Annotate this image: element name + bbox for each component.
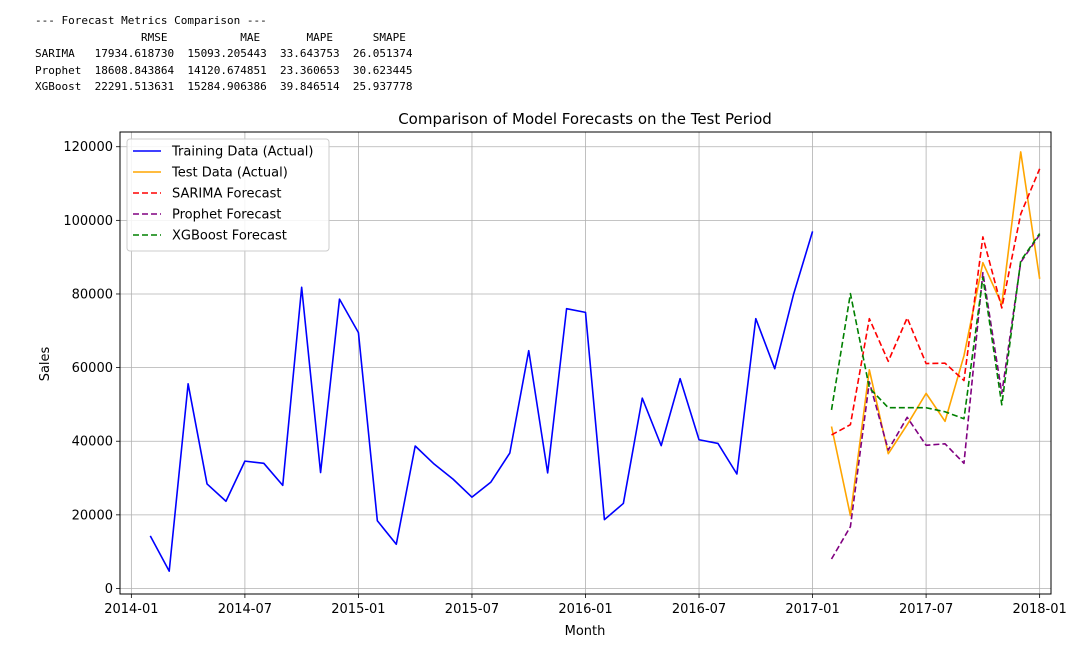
metrics-header: --- Forecast Metrics Comparison --- xyxy=(35,14,267,27)
metrics-row-prophet: Prophet 18608.843864 14120.674851 23.360… xyxy=(35,63,413,77)
series-line-prophet-forecast xyxy=(830,234,1041,560)
metrics-row-xgboost: XGBoost 22291.513631 15284.906386 39.846… xyxy=(35,80,413,94)
series-line-sarima-forecast xyxy=(831,168,1041,436)
series-line-training-data-actual xyxy=(149,231,814,572)
y-tick-label: 120000 xyxy=(63,140,113,155)
legend-entry: SARIMA Forecast xyxy=(172,187,282,202)
y-axis-label: Sales xyxy=(38,346,53,381)
x-tick-label: 2015-07 xyxy=(445,602,499,617)
y-axis-ticks: 0 20000 40000 60000 80000 100000 120000 xyxy=(63,140,120,597)
x-tick-label: 2016-01 xyxy=(558,602,612,617)
metrics-row-sarima: SARIMA 17934.618730 15093.205443 33.6437… xyxy=(35,47,413,61)
y-tick-label: 60000 xyxy=(72,361,113,376)
y-tick-label: 20000 xyxy=(72,508,113,523)
x-tick-label: 2018-01 xyxy=(1012,602,1066,617)
chart-title: Comparison of Model Forecasts on the Tes… xyxy=(398,110,772,128)
y-tick-label: 40000 xyxy=(72,435,113,450)
y-tick-label: 80000 xyxy=(72,287,113,302)
metrics-column-header: RMSE MAE MAPE SMAPE xyxy=(35,30,406,44)
x-axis-label: Month xyxy=(565,624,606,639)
metrics-comparison-output: --- Forecast Metrics Comparison --- RMSE… xyxy=(35,13,413,96)
y-tick-label: 100000 xyxy=(63,214,113,229)
x-tick-label: 2014-01 xyxy=(104,602,158,617)
x-tick-label: 2017-07 xyxy=(899,602,953,617)
series-layer xyxy=(149,151,1041,572)
x-tick-label: 2016-07 xyxy=(672,602,726,617)
y-tick-label: 0 xyxy=(105,582,113,597)
legend: Training Data (Actual) Test Data (Actual)… xyxy=(126,138,330,252)
legend-entry: Test Data (Actual) xyxy=(171,166,288,181)
legend-box xyxy=(126,138,330,252)
x-tick-label: 2014-07 xyxy=(218,602,272,617)
legend-entry: Prophet Forecast xyxy=(172,208,281,223)
series-line-test-data-actual xyxy=(830,151,1041,517)
legend-entry: XGBoost Forecast xyxy=(172,229,287,244)
series-line-xgboost-forecast xyxy=(830,233,1041,420)
x-tick-label: 2017-01 xyxy=(785,602,839,617)
legend-entry: Training Data (Actual) xyxy=(171,145,313,160)
x-tick-label: 2015-01 xyxy=(331,602,385,617)
x-axis-ticks: 2014-01 2014-07 2015-01 2015-07 2016-01 2016-… xyxy=(104,594,1067,617)
